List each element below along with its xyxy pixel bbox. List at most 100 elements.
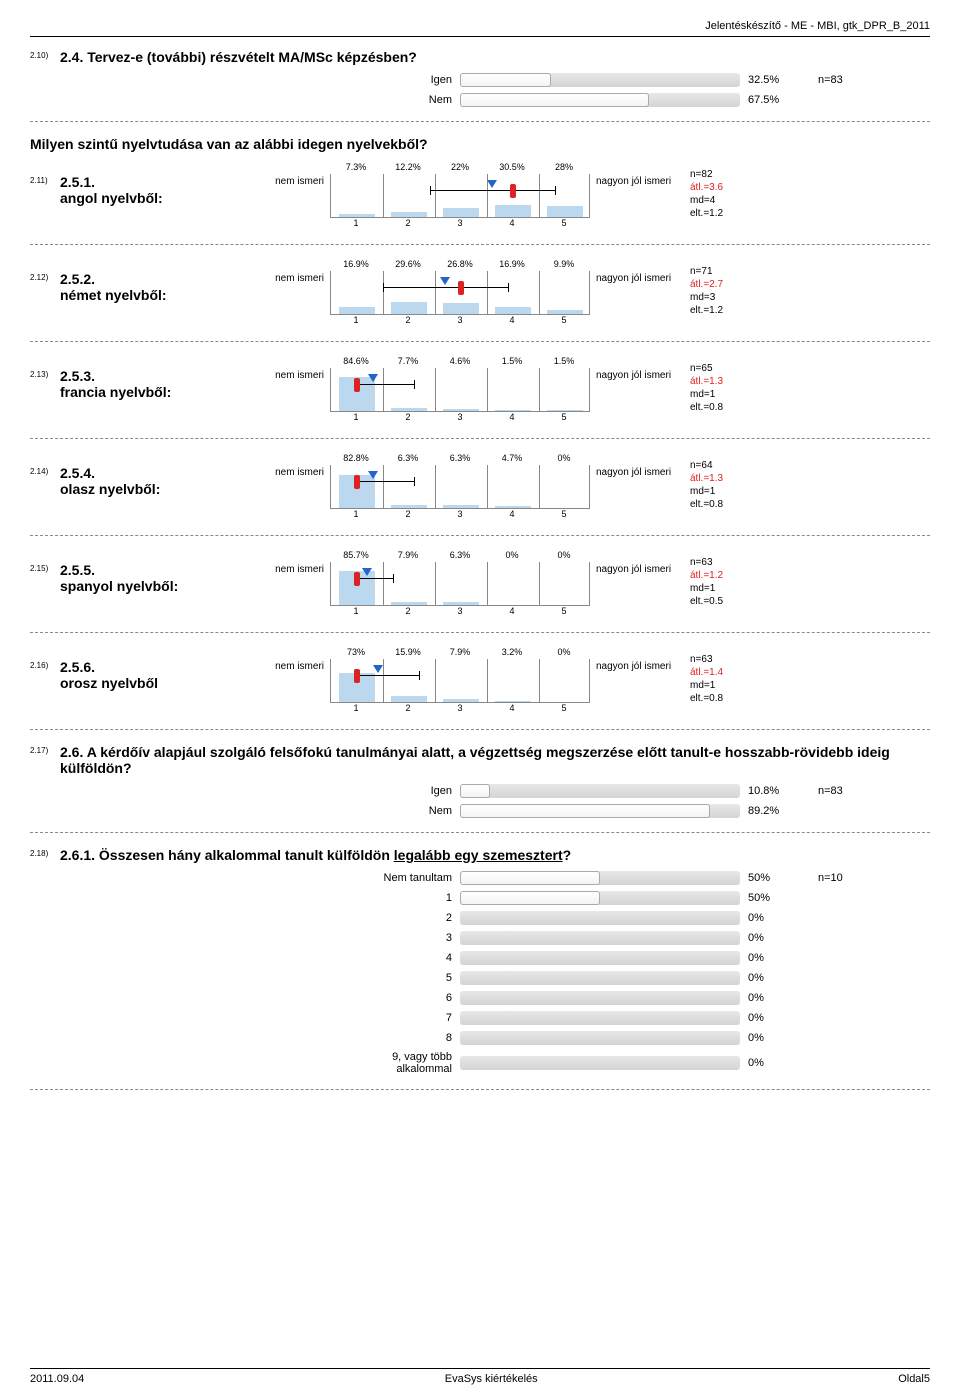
scale-xlabels: 12345 [330,606,590,618]
scale-bar [495,307,531,314]
gridline [539,271,540,314]
hbar-track [460,1011,740,1025]
gridline [539,659,540,702]
hbar-label: Igen [350,785,460,797]
scale-xlabel: 1 [330,509,382,521]
hbar-pct: 67.5% [748,94,798,106]
scale-bar [443,602,479,605]
q218-part-a: 2.6.1. Összesen hány alkalommal tanult k… [60,847,394,863]
scale-stat: n=63 [690,556,760,569]
scale-pct: 7.9% [382,550,434,562]
scale-body [330,465,590,509]
scale-row: 2.12)2.5.2.német nyelvből:nem ismeri16.9… [30,259,930,327]
hbar-label: 2 [350,912,460,924]
hbar-track [460,991,740,1005]
scale-pct: 12.2% [382,162,434,174]
scale-bar [443,409,479,411]
scale-stat: elt.=0.8 [690,498,760,511]
scale-stat: n=71 [690,265,760,278]
hbar-row: Igen32.5%n=83 [350,73,930,87]
scale-stat: n=82 [690,168,760,181]
scale-xlabel: 4 [486,218,538,230]
scale-xlabel: 2 [382,703,434,715]
median-marker-icon [354,475,360,489]
scale-xlabel: 2 [382,218,434,230]
scale-bar [391,212,427,217]
hbar-label: 8 [350,1032,460,1044]
scale-xlabels: 12345 [330,315,590,327]
scale-stat: elt.=0.5 [690,595,760,608]
footer-date: 2011.09.04 [30,1373,84,1385]
scale-left-label: nem ismeri [250,647,330,672]
gridline [383,562,384,605]
hbar-label: Nem [350,94,460,106]
scale-xlabel: 1 [330,315,382,327]
scale-stat: átl.=1.2 [690,569,760,582]
hbar-track [460,73,740,87]
hbar-pct: 10.8% [748,785,798,797]
scale-pct: 1.5% [538,356,590,368]
hbar-block-217: Igen10.8%n=83Nem89.2% [350,784,930,818]
scale-body [330,174,590,218]
scale-row: 2.15)2.5.5.spanyol nyelvből:nem ismeri85… [30,550,930,618]
scale-bar [339,214,375,217]
gridline [487,465,488,508]
scale-chart: 85.7%7.9%6.3%0%0%12345 [330,550,590,618]
gridline [383,465,384,508]
scale-left-label: nem ismeri [250,259,330,284]
gridline [435,174,436,217]
scale-bar [547,310,583,314]
hbar-pct: 50% [748,872,798,884]
scale-bar [391,302,427,314]
scale-stats: n=65átl.=1.3md=1elt.=0.8 [690,356,760,414]
scale-xlabel: 3 [434,606,486,618]
gridline [435,659,436,702]
section-title-lang: Milyen szintű nyelvtudása van az alábbi … [30,136,930,152]
page-header: Jelentéskészítő - ME - MBI, gtk_DPR_B_20… [30,20,930,32]
question-2-18: 2.18) 2.6.1. Összesen hány alkalommal ta… [30,847,930,863]
hbar-pct: 0% [748,1012,798,1024]
scale-bar [339,307,375,314]
hbar-pct: 89.2% [748,805,798,817]
hbar-track [460,804,740,818]
scale-pct: 26.8% [434,259,486,271]
scale-row: 2.16)2.5.6.orosz nyelvbőlnem ismeri73%15… [30,647,930,715]
scale-xlabel: 5 [538,218,590,230]
divider [30,244,930,245]
scale-title: 2.12)2.5.2.német nyelvből: [30,259,250,303]
q-sup: 2.11) [30,174,56,206]
question-2-10: 2.10) 2.4. Tervez-e (további) részvételt… [30,49,930,65]
scale-right-label: nagyon jól ismeri [590,356,690,381]
hbar-n: n=10 [818,872,878,884]
divider [30,632,930,633]
scale-pct: 0% [538,647,590,659]
scale-stats: n=63átl.=1.2md=1elt.=0.5 [690,550,760,608]
header-rule [30,36,930,37]
footer-page: Oldal5 [898,1373,930,1385]
gridline [539,174,540,217]
hbar-pct: 0% [748,1032,798,1044]
scale-xlabels: 12345 [330,509,590,521]
q-sup: 2.12) [30,271,56,303]
scale-bar [547,206,583,217]
page-footer: 2011.09.04 EvaSys kiértékelés Oldal5 [30,1368,930,1385]
scale-stat: md=1 [690,679,760,692]
scale-block: 2.14)2.5.4.olasz nyelvből:nem ismeri82.8… [30,453,930,536]
scale-pct: 3.2% [486,647,538,659]
q-sup: 2.17) [30,744,56,755]
hbar-block-210: Igen32.5%n=83 Nem 67.5% [350,73,930,107]
hbar-label: 4 [350,952,460,964]
scale-xlabel: 4 [486,703,538,715]
scale-body [330,562,590,606]
hbar-row: 20% [350,911,930,925]
q-num-name: 2.5.5.spanyol nyelvből: [60,562,178,594]
scale-title: 2.13)2.5.3.francia nyelvből: [30,356,250,400]
q-sup: 2.13) [30,368,56,400]
hbar-track [460,1031,740,1045]
hbar-row: 60% [350,991,930,1005]
scale-xlabel: 2 [382,315,434,327]
scale-bar [443,699,479,702]
hbar-row: Igen10.8%n=83 [350,784,930,798]
scale-stat: átl.=3.6 [690,181,760,194]
scale-bar [391,602,427,605]
